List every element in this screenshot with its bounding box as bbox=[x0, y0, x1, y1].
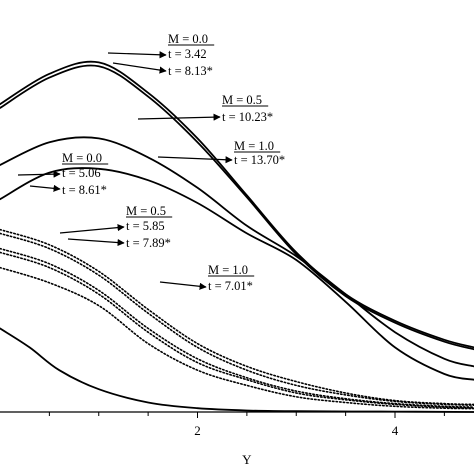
annotation-time-label: t = 7.01* bbox=[208, 279, 253, 293]
annotation-1: M = 0.0t = 3.42 t = 8.13* bbox=[107, 32, 215, 78]
annotation-arrow bbox=[29, 184, 61, 192]
annotation-header: M = 0.5 bbox=[126, 204, 166, 218]
annotation-5: M = 0.5t = 5.85 t = 7.89* bbox=[59, 204, 173, 250]
x-axis: 2 4 Y bbox=[0, 411, 474, 467]
annotation-arrow bbox=[17, 170, 61, 178]
series-line-2 bbox=[0, 64, 474, 351]
series-line-8 bbox=[0, 251, 474, 409]
annotation-header: M = 1.0 bbox=[234, 139, 274, 153]
annotation-arrow bbox=[157, 156, 233, 164]
annotation-time-label: t = 7.89* bbox=[126, 236, 171, 250]
x-tick-label: 4 bbox=[392, 423, 399, 438]
annotation-time-label: t = 3.42 bbox=[168, 47, 207, 61]
annotation-arrow bbox=[107, 51, 167, 59]
annotation-arrow bbox=[112, 62, 167, 74]
annotation-group: M = 0.0t = 3.42t = 8.13*M = 0.5t = 10.23… bbox=[17, 32, 285, 293]
annotation-time-label: t = 8.61* bbox=[62, 183, 107, 197]
annotation-time-label: t = 5.06 bbox=[62, 166, 101, 180]
annotation-2: M = 0.5 t = 10.23* bbox=[137, 93, 273, 124]
annotation-3: M = 1.0t = 13.70* bbox=[157, 139, 285, 167]
annotation-header: M = 1.0 bbox=[208, 263, 248, 277]
annotation-time-label: t = 8.13* bbox=[168, 64, 213, 78]
x-tick-label: 2 bbox=[194, 423, 201, 438]
annotation-header: M = 0.0 bbox=[62, 151, 102, 165]
annotation-6: M = 1.0 t = 7.01* bbox=[159, 263, 255, 293]
series-line-6 bbox=[0, 232, 474, 406]
annotation-time-label: t = 5.85 bbox=[126, 219, 165, 233]
x-axis-label: Y bbox=[242, 452, 252, 467]
series-line-9 bbox=[0, 266, 474, 410]
annotation-time-label: t = 10.23* bbox=[222, 110, 273, 124]
annotation-arrow bbox=[67, 238, 125, 247]
series-line-4 bbox=[0, 167, 474, 381]
annotation-arrow bbox=[159, 281, 207, 290]
series-group bbox=[0, 60, 474, 413]
annotation-arrow bbox=[137, 113, 221, 121]
series-line-5 bbox=[0, 228, 474, 406]
annotation-time-label: t = 13.70* bbox=[234, 153, 285, 167]
annotation-header: M = 0.5 bbox=[222, 93, 262, 107]
series-line-1 bbox=[0, 60, 474, 349]
series-line-3 bbox=[0, 136, 474, 368]
annotation-header: M = 0.0 bbox=[168, 32, 208, 46]
annotation-4: M = 0.0t = 5.06 t = 8.61* bbox=[17, 151, 109, 197]
series-line-10 bbox=[0, 327, 474, 413]
annotation-arrow bbox=[59, 224, 125, 234]
